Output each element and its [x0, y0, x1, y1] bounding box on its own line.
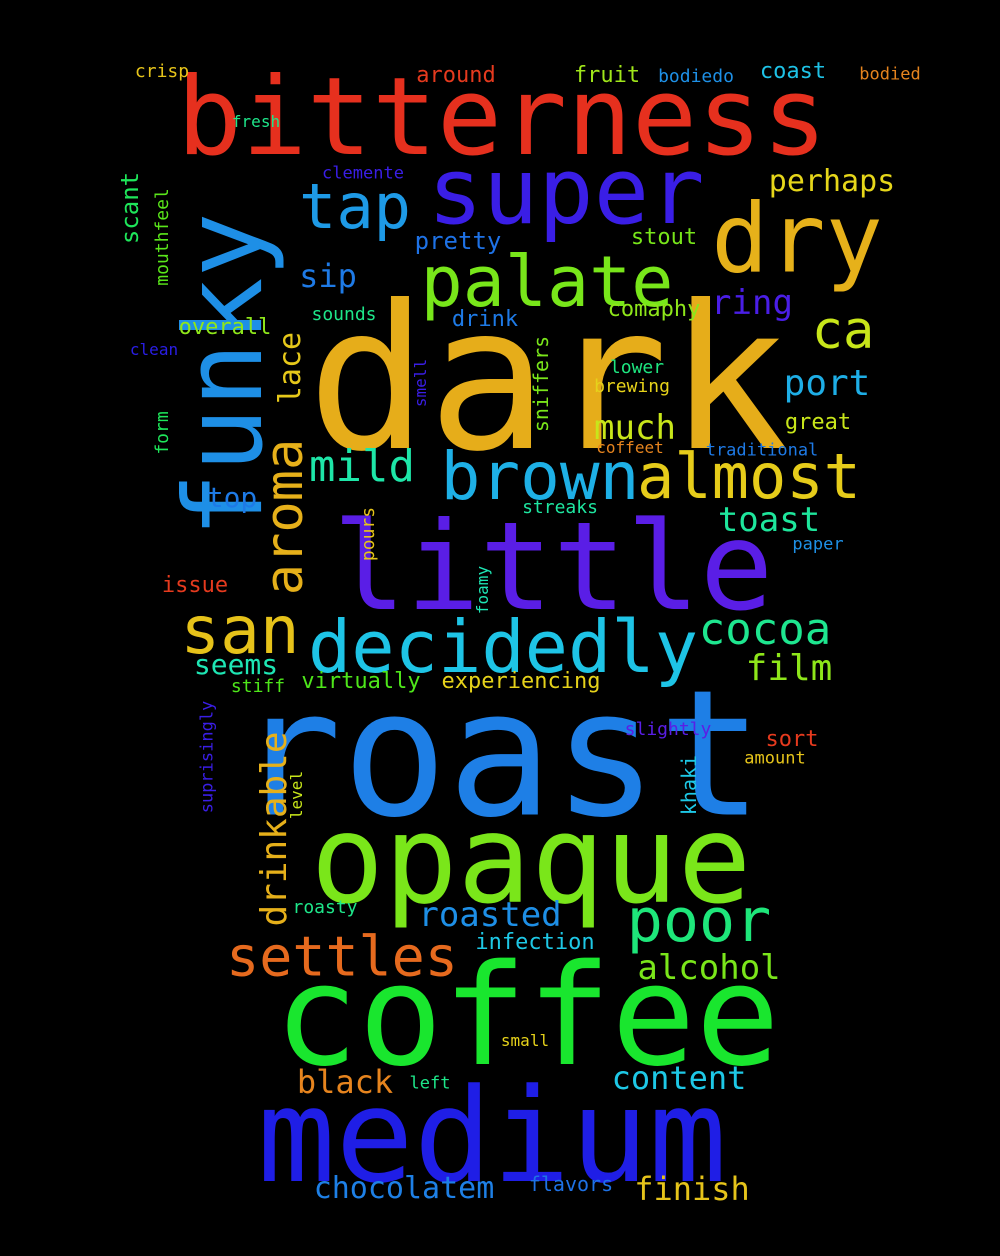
- word-brewing: brewing: [594, 376, 670, 397]
- word-seems: seems: [193, 648, 279, 681]
- word-film: film: [745, 648, 833, 689]
- word-little: little: [332, 496, 774, 638]
- word-foamy: foamy: [473, 565, 492, 615]
- word-bodiedo: bodiedo: [658, 66, 734, 87]
- word-crisp: crisp: [134, 61, 190, 82]
- word-form: form: [152, 411, 173, 455]
- word-toast: toast: [717, 500, 821, 540]
- word-roasty: roasty: [292, 897, 358, 918]
- word-coffeet: coffeet: [596, 438, 664, 457]
- word-infection: infection: [475, 930, 595, 955]
- word-roast: roast: [236, 653, 764, 857]
- word-smell: smell: [411, 358, 430, 408]
- word-around: around: [416, 63, 496, 88]
- word-mouthfeel: mouthfeel: [152, 188, 173, 286]
- word-poor: poor: [626, 886, 772, 956]
- word-decidedly: decidedly: [307, 605, 699, 689]
- word-aroma: aroma: [255, 438, 315, 596]
- word-clemente: clemente: [322, 163, 404, 184]
- word-great: great: [784, 410, 852, 435]
- word-suprisingly: suprisingly: [197, 700, 218, 814]
- word-sort: sort: [765, 727, 819, 752]
- word-drinkable: drinkable: [254, 731, 295, 927]
- word-small: small: [500, 1031, 550, 1050]
- word-overall: overall: [178, 315, 272, 340]
- word-ring: ring: [711, 283, 793, 323]
- word-fresh: fresh: [231, 112, 281, 131]
- word-streaks: streaks: [522, 497, 598, 518]
- word-brown: brown: [440, 438, 640, 515]
- word-perhaps: perhaps: [768, 164, 896, 199]
- word-level: level: [287, 770, 306, 820]
- word-comaphy: comaphy: [607, 297, 701, 322]
- word-bitterness: bitterness: [176, 55, 828, 180]
- word-clean: clean: [129, 340, 179, 359]
- word-dry: dry: [711, 184, 883, 295]
- word-dark: dark: [307, 263, 789, 496]
- word-paper: paper: [792, 534, 844, 555]
- word-mild: mild: [309, 441, 415, 492]
- word-palate: palate: [420, 241, 674, 323]
- word-khaki: khaki: [677, 754, 701, 816]
- word-cocoa: cocoa: [698, 604, 832, 655]
- word-stiff: stiff: [230, 676, 286, 697]
- word-pours: pours: [358, 506, 379, 562]
- word-super: super: [427, 138, 705, 245]
- word-virtually: virtually: [301, 669, 421, 694]
- word-settles: settles: [226, 924, 458, 989]
- word-sounds: sounds: [311, 304, 377, 325]
- word-scant: scant: [116, 171, 144, 245]
- word-opaque: opaque: [310, 789, 752, 931]
- word-roasted: roasted: [418, 895, 562, 935]
- word-lace: lace: [273, 331, 308, 405]
- word-lower: lower: [609, 357, 665, 378]
- word-sip: sip: [299, 257, 357, 295]
- word-flavors: flavors: [528, 1172, 614, 1196]
- word-issue: issue: [161, 573, 229, 598]
- word-ca: ca: [811, 301, 875, 361]
- word-pretty: pretty: [414, 227, 502, 255]
- word-content: content: [611, 1059, 747, 1097]
- word-almost: almost: [637, 440, 861, 513]
- word-coast: coast: [759, 59, 827, 84]
- word-alcohol: alcohol: [637, 948, 781, 988]
- word-sniffers: sniffers: [529, 335, 553, 433]
- word-experiencing: experiencing: [441, 669, 601, 694]
- word-medium: medium: [257, 1060, 727, 1212]
- word-bodied: bodied: [859, 64, 921, 85]
- word-coffee: coffee: [274, 935, 780, 1098]
- word-amount: amount: [744, 748, 806, 769]
- word-port: port: [783, 363, 871, 404]
- word-drink: drink: [451, 307, 519, 332]
- word-finish: finish: [634, 1170, 750, 1208]
- word-black: black: [296, 1063, 394, 1101]
- word-top: top: [206, 481, 258, 514]
- word-stout: stout: [630, 225, 698, 250]
- word-tap: tap: [299, 170, 411, 243]
- word-san: san: [180, 592, 300, 669]
- word-traditional: traditional: [705, 440, 819, 461]
- word-slightly: slightly: [624, 719, 712, 740]
- word-fruit: fruit: [573, 63, 641, 88]
- word-left: left: [409, 1073, 451, 1094]
- word-much: much: [594, 408, 676, 448]
- word-chocolatem: chocolatem: [313, 1171, 495, 1206]
